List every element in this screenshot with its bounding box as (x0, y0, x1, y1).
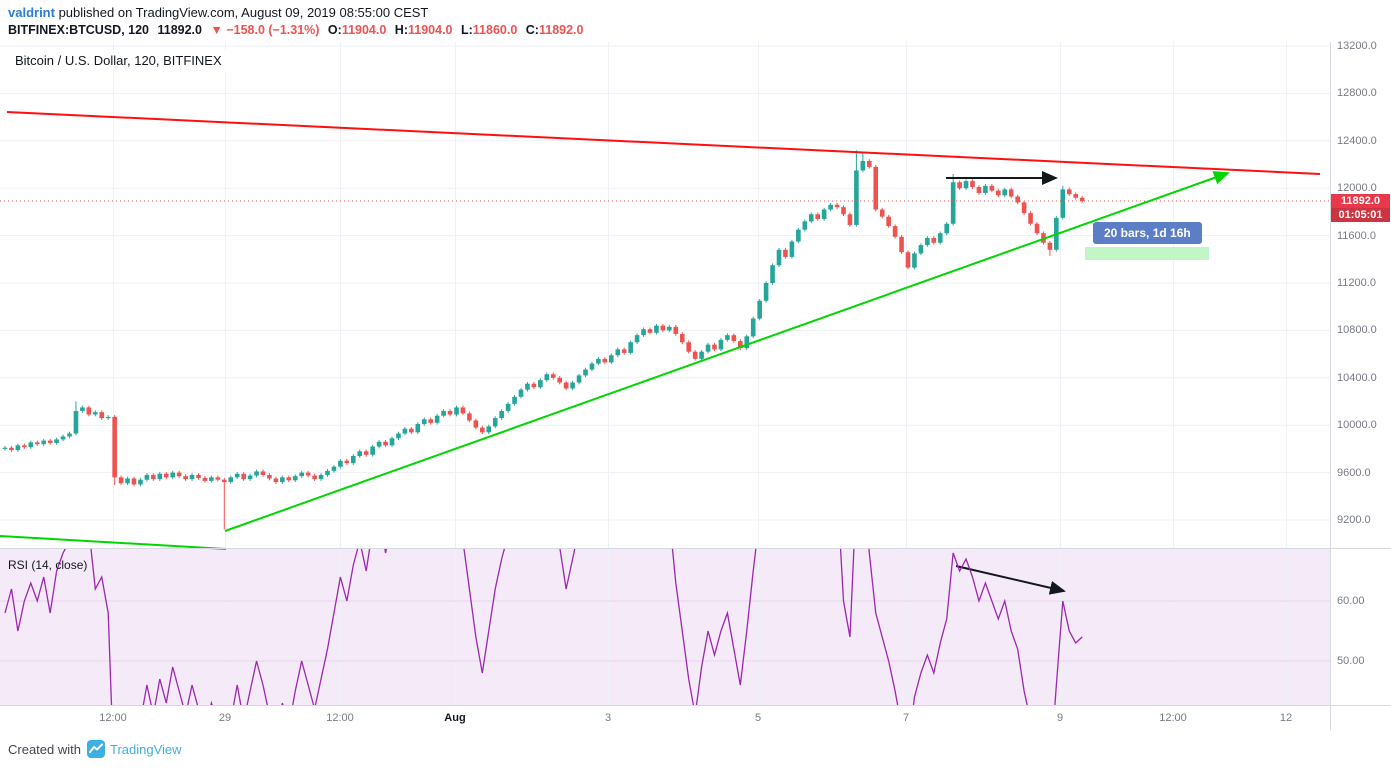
time-axis-label: 12 (1279, 712, 1293, 724)
time-axis-label: 7 (902, 712, 910, 724)
price-change: ▼ −158.0 (−1.31%) (210, 23, 320, 37)
open-label: O: (327, 23, 342, 37)
support-trendline[interactable] (224, 171, 1230, 532)
rsi-legend[interactable]: RSI (14, close) (8, 558, 88, 572)
price-axis-label: 9600.0 (1337, 466, 1371, 479)
price-axis-label: 11200.0 (1337, 277, 1376, 289)
time-axis-label: 12:00 (326, 712, 354, 724)
time-axis-label: 12:00 (1159, 712, 1187, 724)
price-axis-label: 9200.0 (1337, 514, 1371, 526)
time-axis-label: 9 (1056, 712, 1064, 724)
author-link[interactable]: valdrint (8, 5, 55, 20)
publish-header: valdrint published on TradingView.com, A… (0, 0, 1391, 42)
rsi-trend-arrow[interactable] (955, 565, 1066, 595)
bar-countdown: 01:05:01 (1331, 208, 1390, 222)
symbol-title[interactable]: BITFINEX:BTCUSD, 120 (8, 23, 149, 37)
price-axis-label: 10400.0 (1337, 371, 1377, 384)
last-price-tag: 11892.0 (1331, 194, 1390, 208)
price-axis-label: 11600.0 (1337, 229, 1376, 242)
price-axis-label: 13200.0 (1337, 40, 1377, 52)
byline: valdrint published on TradingView.com, A… (8, 4, 1391, 21)
tradingview-logo-icon (86, 740, 105, 758)
created-with-text: Created with (8, 741, 81, 757)
price-axis-label: 10800.0 (1337, 324, 1377, 337)
rsi-axis-label: 60.00 (1337, 595, 1365, 607)
rsi-axis-label: 50.00 (1337, 655, 1365, 667)
low-value: 11860.0 (472, 23, 518, 37)
close-label: C: (525, 23, 539, 37)
open-value: 11904.0 (341, 23, 387, 37)
chart-legend[interactable]: Bitcoin / U.S. Dollar, 120, BITFINEX (8, 50, 229, 71)
close-value: 11892.0 (538, 23, 584, 37)
time-axis-label: 29 (218, 712, 232, 724)
candles-layer (2, 150, 1085, 530)
time-axis-label: 3 (604, 712, 612, 724)
footer: Created with TradingView (0, 730, 1391, 768)
rsi-pane-bg (0, 548, 1330, 705)
tradingview-link[interactable]: TradingView (109, 741, 182, 757)
byline-text: published on TradingView.com, August 09,… (54, 5, 429, 20)
price-axis-label: 12400.0 (1337, 134, 1377, 147)
price-axis-label: 12800.0 (1337, 87, 1377, 100)
price-axis-label: 12000.0 (1337, 182, 1377, 195)
high-value: 11904.0 (408, 23, 453, 37)
high-label: H: (394, 23, 408, 37)
measure-tooltip: 20 bars, 1d 16h (1093, 222, 1202, 244)
old-support-line[interactable] (0, 535, 227, 550)
time-axis-label: Aug (444, 712, 466, 724)
price-axis-label: 10000.0 (1337, 419, 1377, 432)
resistance-trendline[interactable] (6, 111, 1321, 175)
highlight-region (1085, 247, 1209, 260)
chart-area[interactable]: Bitcoin / U.S. Dollar, 120, BITFINEX RSI… (0, 40, 1391, 730)
low-label: L: (460, 23, 473, 37)
time-axis-label: 5 (754, 712, 762, 724)
last-price: 11892.0 (157, 23, 202, 37)
chart-canvas[interactable] (0, 42, 1391, 730)
symbol-line: BITFINEX:BTCUSD, 120 11892.0 ▼ −158.0 (−… (8, 22, 1391, 39)
time-axis-label: 12:00 (99, 712, 127, 724)
